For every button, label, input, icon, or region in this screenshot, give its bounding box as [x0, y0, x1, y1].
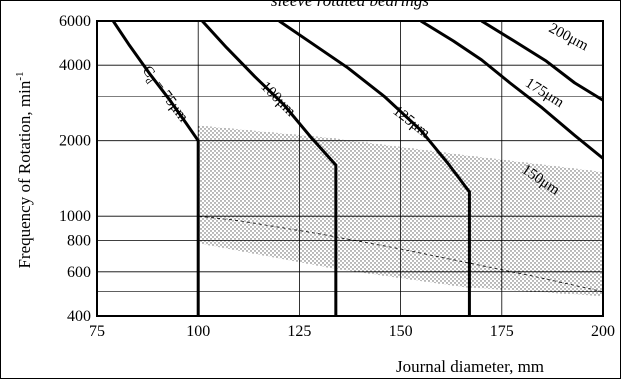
y-tick-label: 2000 [59, 133, 91, 150]
y-tick-label: 800 [67, 232, 91, 249]
x-tick-label: 200 [591, 323, 615, 340]
x-tick-labels: 75 100 125 150 175 200 [89, 323, 615, 340]
y-tick-label: 6000 [59, 13, 91, 30]
curve-line [111, 21, 200, 316]
plot-area [96, 20, 604, 317]
y-axis-title-superscript: -1 [14, 71, 26, 80]
curve-line [278, 21, 471, 316]
curve-label: 200μm [546, 20, 591, 54]
x-axis-title: Journal diameter, mm [396, 357, 544, 376]
y-tick-label: 600 [67, 264, 91, 281]
x-tick-label: 150 [389, 323, 413, 340]
y-tick-label: 400 [67, 308, 91, 325]
grid [96, 20, 604, 317]
dashed-line [198, 215, 603, 293]
y-axis-title: Frequency of Rotation, min-1 [14, 71, 34, 268]
curve-label: 100μm [257, 79, 298, 120]
curve-label: 175μm [522, 75, 567, 111]
curve-label: 125μm [390, 103, 433, 142]
curve-label: Cd = 75μm [136, 63, 191, 127]
curve-label-rest: = 75μm [148, 75, 191, 125]
y-tick-label: 4000 [59, 57, 91, 74]
y-axis-title-text: Frequency of Rotation, min [15, 80, 34, 268]
y-tick-labels: 400 600 800 1000 2000 4000 6000 [59, 13, 91, 325]
chart-title: sleeve rotated bearings [271, 0, 429, 10]
x-tick-label: 75 [89, 323, 105, 340]
curves [111, 21, 603, 316]
curve-line [420, 21, 603, 160]
curve-label-sub: d [142, 76, 154, 87]
curve-line [201, 21, 338, 316]
curve-line [480, 21, 603, 102]
y-tick-label: 1000 [59, 208, 91, 225]
x-tick-label: 175 [490, 323, 514, 340]
x-tick-label: 125 [287, 323, 311, 340]
x-tick-label: 100 [186, 323, 210, 340]
